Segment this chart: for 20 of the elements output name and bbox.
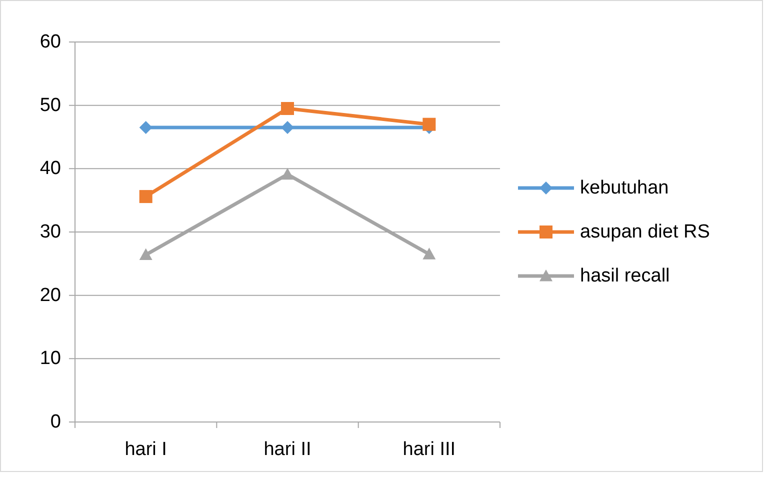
y-tick-label: 20 bbox=[40, 284, 61, 306]
legend-label: asupan diet RS bbox=[580, 222, 710, 242]
point bbox=[139, 190, 152, 204]
y-tick-label: 0 bbox=[50, 412, 61, 432]
point bbox=[281, 102, 294, 115]
point bbox=[422, 248, 436, 260]
y-tick-label: 40 bbox=[40, 158, 61, 180]
y-tick-label: 10 bbox=[40, 348, 61, 370]
point bbox=[139, 248, 152, 260]
y-tick-label: 50 bbox=[40, 94, 61, 116]
legend-label: kebutuhan bbox=[580, 178, 669, 198]
point bbox=[281, 168, 294, 180]
legend-label: hasil recall bbox=[580, 266, 670, 286]
x-tick-label: hari I bbox=[124, 439, 167, 460]
y-tick-label: 30 bbox=[40, 222, 61, 242]
y-tick-label: 60 bbox=[40, 32, 61, 52]
point bbox=[139, 121, 152, 134]
point bbox=[281, 121, 294, 134]
x-tick-label: hari II bbox=[264, 439, 312, 460]
x-tick-label: hari III bbox=[402, 439, 456, 460]
